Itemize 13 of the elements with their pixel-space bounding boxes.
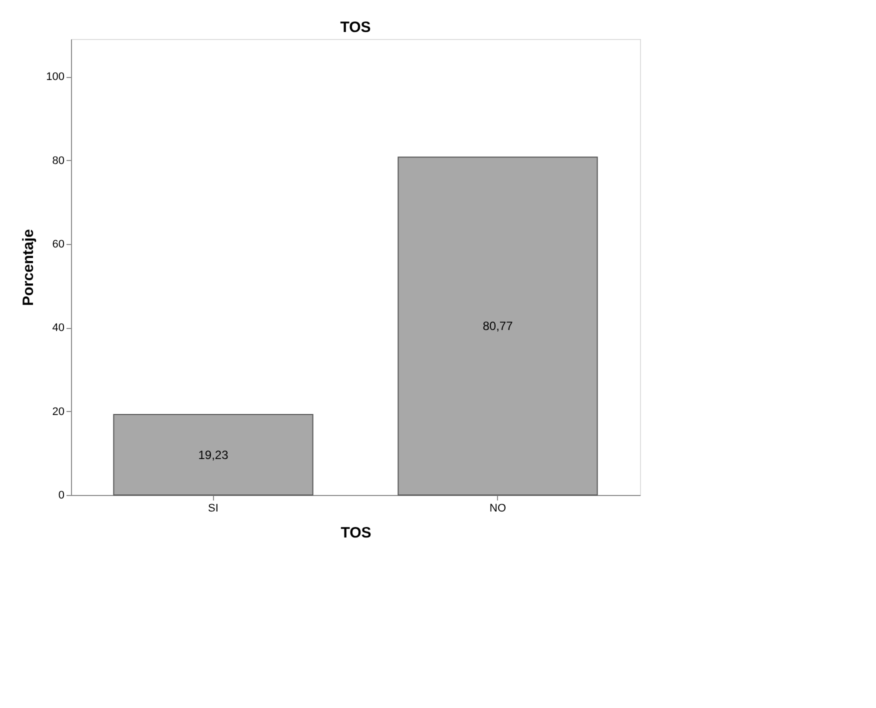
x-tick-label: NO [490,502,506,514]
y-tick-label: 80 [52,154,64,167]
data-label: 80,77 [482,319,514,334]
y-tick-label: 100 [46,71,64,84]
chart-title: TOS [340,19,371,36]
x-axis-title: TOS [340,524,372,542]
y-tick-label: 60 [52,238,64,250]
x-tick-label: SI [208,502,218,514]
data-label: 19,23 [198,448,229,462]
y-tick-label: 20 [52,406,64,418]
y-tick-label: 40 [52,322,64,334]
y-axis-title: Porcentaje [20,229,38,306]
y-tick-label: 0 [58,490,64,502]
